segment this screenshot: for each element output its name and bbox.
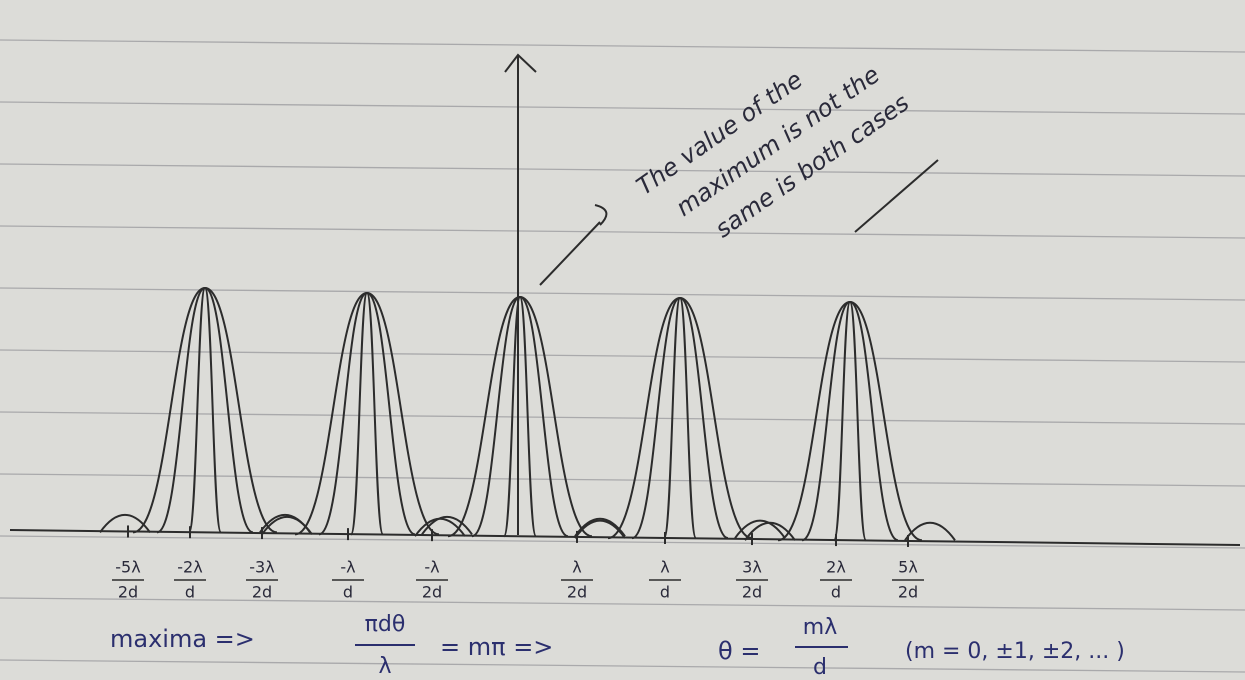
y-arrow: [504, 53, 537, 73]
peak-curve: [503, 295, 537, 538]
formula-lead: maxima =>: [110, 625, 255, 653]
side-lobe: [744, 521, 956, 541]
formula-range: (m = 0, ±1, ±2, ... ): [905, 639, 1125, 664]
label-den: d: [343, 583, 353, 602]
side-lobe: [261, 516, 473, 535]
peaks: [99, 286, 956, 542]
fraction-num: mλ: [803, 615, 837, 640]
label-num: -5λ: [115, 558, 140, 577]
label-num: -λ: [340, 558, 355, 577]
label-den: d: [831, 583, 841, 602]
ruled-line: [0, 225, 1245, 239]
label-num: 2λ: [826, 558, 846, 577]
annotation-arrow: [539, 204, 608, 286]
fraction-den: λ: [378, 654, 391, 679]
label-den: 2d: [422, 583, 442, 602]
ruled-line: [0, 349, 1245, 363]
side-lobe: [574, 519, 786, 539]
ruled-line: [0, 163, 1245, 177]
ruled-line: [0, 597, 1245, 611]
formula-rhs: = mπ =>: [440, 633, 553, 661]
fraction-num: πdθ: [365, 612, 406, 637]
side-lobe: [414, 517, 626, 537]
label-den: 2d: [118, 583, 138, 602]
label-num: λ: [660, 558, 669, 577]
fraction-den: d: [813, 655, 827, 680]
label-num: -2λ: [177, 558, 202, 577]
peak-curve: [350, 291, 384, 536]
ruled-lines: [0, 39, 1245, 673]
formula-result-lhs: θ =: [718, 637, 760, 665]
label-num: -3λ: [249, 558, 274, 577]
label-den: 2d: [742, 583, 762, 602]
label-num: 5λ: [898, 558, 918, 577]
ruled-line: [0, 39, 1245, 53]
label-den: 2d: [567, 583, 587, 602]
underline: [854, 159, 939, 233]
label-num: -λ: [424, 558, 439, 577]
label-den: 2d: [898, 583, 918, 602]
label-num: 3λ: [742, 558, 762, 577]
ruled-line: [0, 535, 1245, 549]
label-den: d: [660, 583, 670, 602]
ruled-line: [0, 411, 1245, 425]
peak-curve: [833, 300, 867, 542]
peak-curve: [663, 296, 697, 540]
peak-curve: [188, 286, 222, 534]
label-den: d: [185, 583, 195, 602]
ruled-line: [0, 659, 1245, 673]
label-num: λ: [572, 558, 581, 577]
ruled-line: [0, 101, 1245, 115]
label-den: 2d: [252, 583, 272, 602]
ruled-line: [0, 473, 1245, 487]
